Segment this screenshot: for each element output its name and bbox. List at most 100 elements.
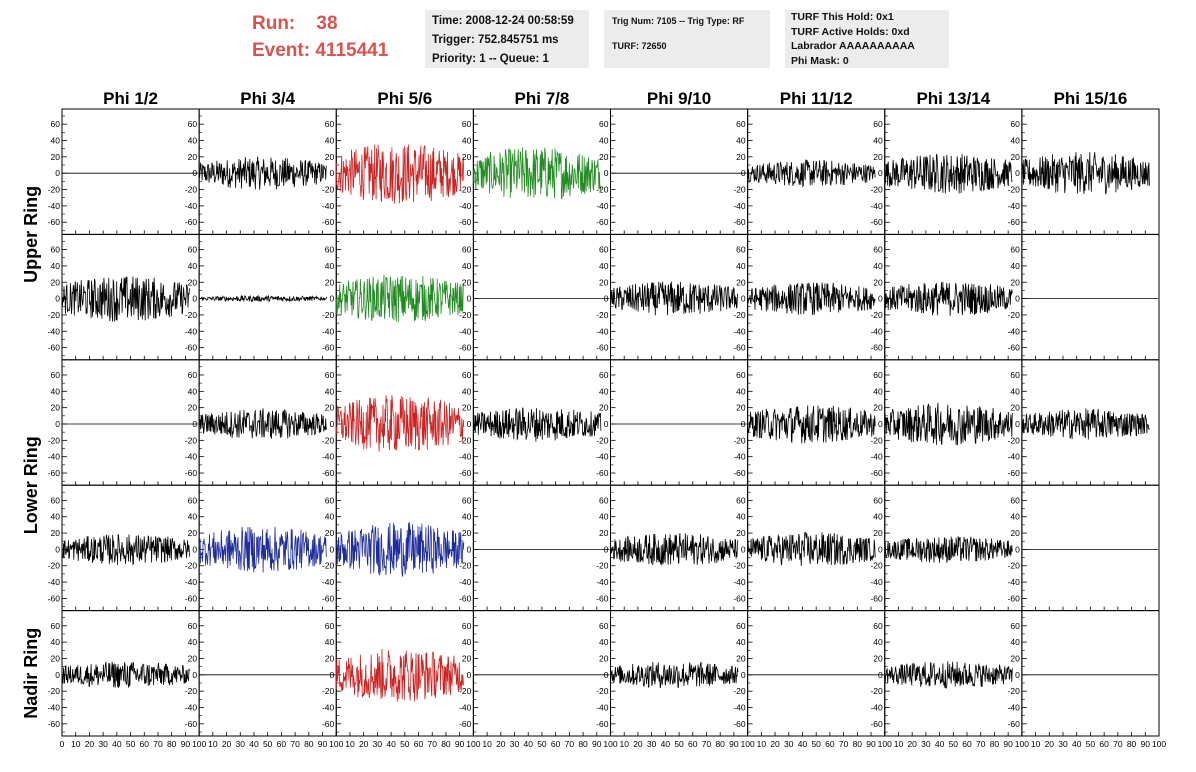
panel-frame	[61, 359, 200, 486]
y-tick-label: -40	[596, 326, 609, 336]
y-tick-label: -60	[48, 343, 61, 353]
y-tick-label: -40	[322, 452, 335, 462]
y-tick-label: -20	[733, 686, 746, 696]
y-tick-label: 0	[604, 544, 609, 554]
y-tick-label: -20	[1008, 561, 1021, 571]
y-tick-label: 60	[1010, 621, 1020, 631]
y-tick-label: 0	[467, 544, 472, 554]
x-tick-label: 40	[112, 739, 122, 749]
y-tick-label: 60	[51, 370, 61, 380]
y-tick-label: -60	[870, 217, 883, 227]
y-tick-label: -60	[185, 468, 198, 478]
y-tick-label: -60	[733, 343, 746, 353]
x-tick-label: 60	[688, 739, 698, 749]
y-tick-label: -20	[185, 561, 198, 571]
y-tick-label: 40	[462, 386, 472, 396]
x-tick-label: 10	[71, 739, 81, 749]
y-tick-label: 0	[192, 168, 197, 178]
y-tick-label: 20	[1010, 403, 1020, 413]
y-tick-label: 0	[330, 294, 335, 304]
y-tick-label: -60	[596, 217, 609, 227]
run-label: Run:	[252, 13, 296, 34]
y-tick-label: 0	[604, 294, 609, 304]
y-tick-label: 60	[1010, 495, 1020, 505]
y-tick-label: -20	[870, 561, 883, 571]
y-tick-label: 60	[51, 245, 61, 255]
x-tick-label: 60	[962, 739, 972, 749]
row-label: Lower Ring	[21, 436, 41, 534]
x-tick-label: 50	[674, 739, 684, 749]
x-tick-label: 50	[400, 739, 410, 749]
trigger-text: Trigger: 752.845751 ms	[432, 34, 559, 46]
x-tick-label: 30	[373, 739, 383, 749]
y-tick-label: 40	[51, 261, 61, 271]
y-tick-label: -60	[322, 217, 335, 227]
y-tick-label: -40	[48, 326, 61, 336]
panel-frame	[472, 484, 611, 612]
y-tick-label: -40	[185, 201, 198, 211]
y-tick-label: 20	[736, 653, 746, 663]
x-tick-label: 50	[1086, 739, 1096, 749]
y-tick-label: 20	[599, 277, 609, 287]
y-tick-label: 60	[736, 245, 746, 255]
waveform-trace	[61, 661, 190, 689]
x-tick-label: 60	[825, 739, 835, 749]
waveform-trace	[198, 526, 328, 573]
y-tick-label: 40	[736, 386, 746, 396]
y-tick-label: 60	[188, 621, 198, 631]
x-tick-label: 10	[345, 739, 355, 749]
waveform-trace	[198, 408, 328, 439]
waveform-trace	[335, 274, 465, 323]
y-tick-label: -20	[322, 185, 335, 195]
y-tick-label: -60	[48, 593, 61, 603]
y-tick-label: -60	[1008, 593, 1021, 603]
waveform-trace	[747, 282, 876, 316]
y-tick-label: 40	[188, 386, 198, 396]
y-tick-label: 60	[188, 245, 198, 255]
y-tick-label: 0	[330, 168, 335, 178]
x-tick-label: 90	[592, 739, 602, 749]
y-tick-label: 60	[873, 370, 883, 380]
x-tick-label: 10	[482, 739, 492, 749]
waveform-trace	[473, 407, 602, 442]
y-tick-label: 20	[188, 277, 198, 287]
x-tick-label: 90	[455, 739, 465, 749]
y-tick-label: -40	[733, 452, 746, 462]
y-tick-label: -20	[1008, 185, 1021, 195]
y-tick-label: -20	[185, 310, 198, 320]
x-tick-label: 70	[290, 739, 300, 749]
y-tick-label: 40	[599, 136, 609, 146]
column-title: Phi 1/2	[103, 89, 158, 108]
y-tick-label: -60	[48, 468, 61, 478]
x-tick-label: 20	[1045, 739, 1055, 749]
y-tick-label: 60	[1010, 370, 1020, 380]
y-tick-label: -40	[48, 201, 61, 211]
y-tick-label: 0	[1015, 544, 1020, 554]
turf-text: TURF: 72650	[612, 41, 667, 51]
panel-frame	[61, 108, 200, 235]
y-tick-label: 60	[188, 119, 198, 129]
y-tick-label: -60	[48, 217, 61, 227]
panel-frame	[1021, 233, 1160, 361]
y-tick-label: 60	[462, 119, 472, 129]
y-tick-label: 40	[325, 637, 335, 647]
y-tick-label: -40	[459, 452, 472, 462]
y-tick-label: 40	[736, 512, 746, 522]
y-tick-label: -20	[870, 310, 883, 320]
y-tick-label: -60	[1008, 217, 1021, 227]
waveform-trace	[884, 281, 1013, 316]
column-title: Phi 3/4	[240, 89, 295, 108]
y-tick-label: 0	[192, 544, 197, 554]
row-label: Upper Ring	[21, 186, 41, 283]
y-tick-label: 60	[873, 119, 883, 129]
y-tick-label: 0	[878, 168, 883, 178]
y-tick-label: -40	[870, 452, 883, 462]
y-tick-label: 60	[1010, 245, 1020, 255]
y-tick-label: -60	[48, 719, 61, 729]
x-tick-label: 40	[935, 739, 945, 749]
time-info-box: Time: 2008-12-24 00:58:59 Trigger: 752.8…	[425, 10, 589, 68]
y-tick-label: 60	[599, 370, 609, 380]
x-tick-label: 20	[222, 739, 232, 749]
y-tick-label: 0	[741, 544, 746, 554]
y-tick-label: 0	[330, 670, 335, 680]
